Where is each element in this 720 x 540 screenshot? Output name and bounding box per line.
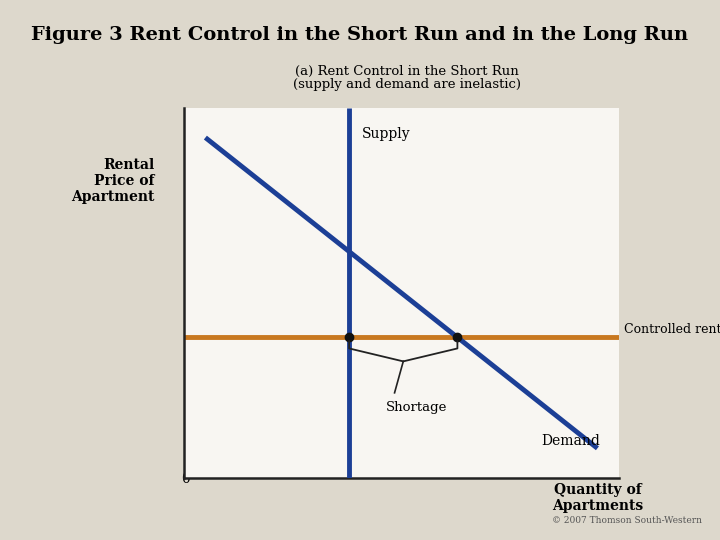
- Text: Quantity of: Quantity of: [554, 483, 642, 497]
- Text: Rental: Rental: [104, 158, 155, 172]
- Text: Supply: Supply: [362, 127, 411, 141]
- Text: 0: 0: [181, 472, 190, 486]
- Text: Apartment: Apartment: [71, 190, 155, 204]
- Text: (a) Rent Control in the Short Run: (a) Rent Control in the Short Run: [295, 65, 518, 78]
- Text: Shortage: Shortage: [386, 401, 447, 414]
- Text: Demand: Demand: [541, 434, 600, 448]
- Text: © 2007 Thomson South-Western: © 2007 Thomson South-Western: [552, 516, 702, 525]
- Text: Figure 3 Rent Control in the Short Run and in the Long Run: Figure 3 Rent Control in the Short Run a…: [32, 26, 688, 44]
- Text: Price of: Price of: [94, 174, 155, 188]
- Text: Apartments: Apartments: [552, 499, 643, 513]
- Text: Controlled rent: Controlled rent: [624, 323, 720, 336]
- Text: (supply and demand are inelastic): (supply and demand are inelastic): [293, 78, 521, 91]
